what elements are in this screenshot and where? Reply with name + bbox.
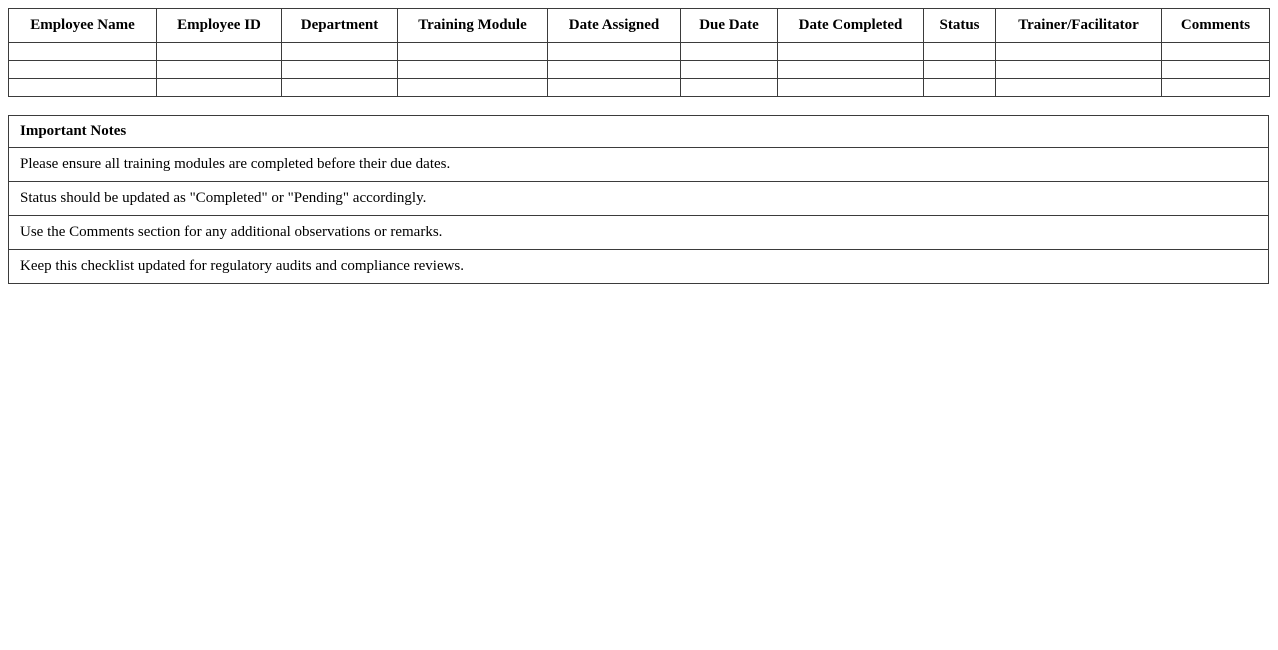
training-checklist-table: Employee Name Employee ID Department Tra… bbox=[8, 8, 1270, 97]
column-header-employee-id: Employee ID bbox=[156, 8, 282, 43]
column-header-comments: Comments bbox=[1161, 8, 1270, 43]
note-row: Keep this checklist updated for regulato… bbox=[8, 249, 1269, 284]
note-text: Keep this checklist updated for regulato… bbox=[8, 249, 1269, 284]
column-header-training-module: Training Module bbox=[397, 8, 548, 43]
cell-date-assigned[interactable] bbox=[547, 42, 681, 61]
cell-status[interactable] bbox=[923, 42, 996, 61]
notes-title: Important Notes bbox=[8, 115, 1269, 148]
column-header-status: Status bbox=[923, 8, 996, 43]
cell-employee-id[interactable] bbox=[156, 78, 282, 97]
cell-date-completed[interactable] bbox=[777, 78, 924, 97]
cell-date-assigned[interactable] bbox=[547, 78, 681, 97]
cell-date-assigned[interactable] bbox=[547, 60, 681, 79]
cell-training-module[interactable] bbox=[397, 78, 548, 97]
cell-employee-id[interactable] bbox=[156, 60, 282, 79]
note-row: Status should be updated as "Completed" … bbox=[8, 181, 1269, 216]
column-header-employee-name: Employee Name bbox=[8, 8, 157, 43]
cell-trainer-facilitator[interactable] bbox=[995, 60, 1162, 79]
cell-training-module[interactable] bbox=[397, 42, 548, 61]
cell-employee-name[interactable] bbox=[8, 42, 157, 61]
note-row: Use the Comments section for any additio… bbox=[8, 215, 1269, 250]
cell-department[interactable] bbox=[281, 60, 398, 79]
cell-employee-name[interactable] bbox=[8, 60, 157, 79]
cell-training-module[interactable] bbox=[397, 60, 548, 79]
note-text: Use the Comments section for any additio… bbox=[8, 215, 1269, 250]
table-row bbox=[8, 78, 1270, 97]
cell-due-date[interactable] bbox=[680, 42, 778, 61]
cell-department[interactable] bbox=[281, 42, 398, 61]
cell-comments[interactable] bbox=[1161, 42, 1270, 61]
column-header-date-assigned: Date Assigned bbox=[547, 8, 681, 43]
cell-department[interactable] bbox=[281, 78, 398, 97]
cell-due-date[interactable] bbox=[680, 78, 778, 97]
cell-comments[interactable] bbox=[1161, 78, 1270, 97]
column-header-department: Department bbox=[281, 8, 398, 43]
column-header-date-completed: Date Completed bbox=[777, 8, 924, 43]
cell-employee-id[interactable] bbox=[156, 42, 282, 61]
cell-trainer-facilitator[interactable] bbox=[995, 42, 1162, 61]
column-header-due-date: Due Date bbox=[680, 8, 778, 43]
table-row bbox=[8, 60, 1270, 79]
cell-status[interactable] bbox=[923, 60, 996, 79]
table-row bbox=[8, 42, 1270, 61]
notes-title-row: Important Notes bbox=[8, 115, 1269, 148]
important-notes-table: Important Notes Please ensure all traini… bbox=[8, 115, 1269, 284]
note-text: Status should be updated as "Completed" … bbox=[8, 181, 1269, 216]
cell-due-date[interactable] bbox=[680, 60, 778, 79]
cell-status[interactable] bbox=[923, 78, 996, 97]
cell-comments[interactable] bbox=[1161, 60, 1270, 79]
column-header-trainer-facilitator: Trainer/Facilitator bbox=[995, 8, 1162, 43]
cell-date-completed[interactable] bbox=[777, 60, 924, 79]
note-row: Please ensure all training modules are c… bbox=[8, 147, 1269, 182]
table-header-row: Employee Name Employee ID Department Tra… bbox=[8, 8, 1270, 43]
cell-date-completed[interactable] bbox=[777, 42, 924, 61]
note-text: Please ensure all training modules are c… bbox=[8, 147, 1269, 182]
cell-trainer-facilitator[interactable] bbox=[995, 78, 1162, 97]
cell-employee-name[interactable] bbox=[8, 78, 157, 97]
